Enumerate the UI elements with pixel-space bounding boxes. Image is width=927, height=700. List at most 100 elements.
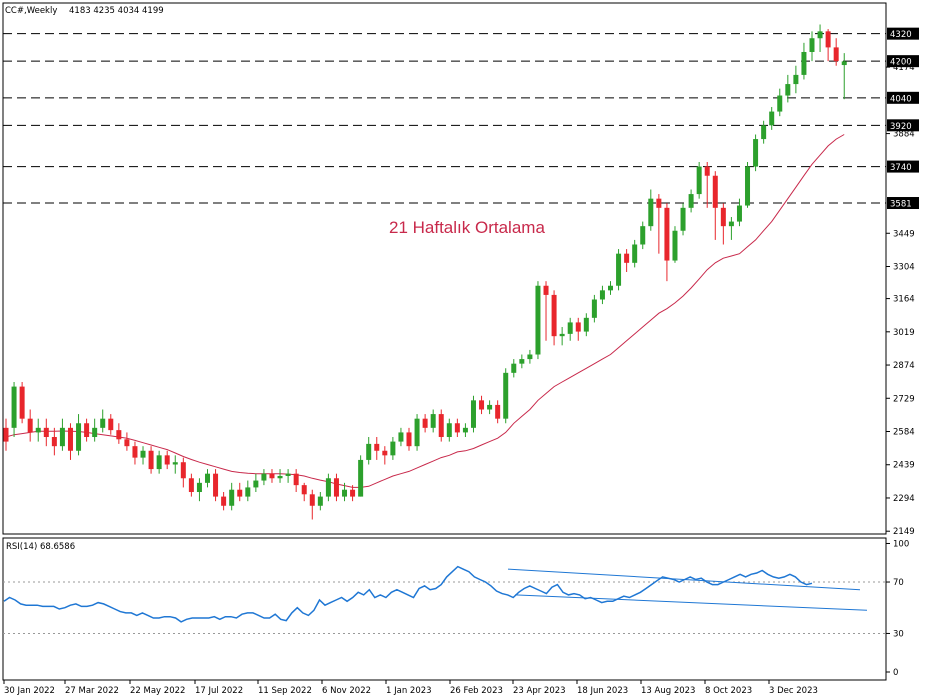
candle-body [140, 450, 146, 458]
price-tick-label: 3019 [893, 328, 915, 338]
candle-body [833, 47, 839, 62]
level-label-bg [887, 91, 919, 104]
price-panel-border [2, 2, 887, 535]
candle-body [656, 198, 662, 208]
candle-body [269, 473, 275, 479]
chart-frame [2, 2, 887, 681]
candle-body [640, 226, 646, 245]
candle-body [67, 427, 73, 451]
candle-body [229, 489, 235, 506]
candle-body [43, 427, 49, 438]
x-tick-label: 17 Jul 2022 [195, 686, 243, 696]
x-tick-label: 26 Feb 2023 [450, 686, 503, 696]
level-label: 3581 [890, 200, 912, 210]
price-tick-label: 2439 [893, 461, 915, 471]
candle-body [527, 354, 533, 360]
candle-body [438, 414, 444, 438]
candle-body [309, 494, 315, 506]
candle-body [188, 478, 194, 493]
level-label-bg [887, 197, 919, 210]
price-tick-label: 3164 [893, 295, 915, 305]
candle-body [511, 363, 517, 373]
level-label-bg [887, 160, 919, 173]
candle-body [825, 31, 831, 48]
annotation-ma-label: 21 Haftalık Ortalama [389, 218, 545, 237]
ma21-path [5, 134, 845, 488]
x-tick-label: 3 Dec 2023 [769, 686, 818, 696]
candle-body [696, 166, 702, 195]
candle-body [793, 74, 799, 85]
x-tick-label: 13 Aug 2023 [641, 686, 695, 696]
rsi-tick-label: 100 [893, 539, 909, 549]
rsi-label: RSI(14) 68.6586 [6, 542, 75, 552]
candle-body [535, 285, 541, 355]
x-tick-label: 8 Oct 2023 [705, 686, 752, 696]
candle-body [358, 459, 364, 497]
candle-body [11, 386, 17, 428]
price-tick-label: 3449 [893, 229, 915, 239]
candle-body [680, 207, 686, 231]
candle-body [454, 423, 460, 433]
candle-body [672, 230, 678, 261]
candle-body [487, 404, 493, 410]
candle-body [479, 400, 485, 410]
rsi-tick-label: 70 [893, 578, 904, 588]
rsi-panel: 100 70 30 0 [3, 539, 909, 678]
candle-body [205, 473, 210, 483]
candle-body [688, 194, 694, 208]
candle-body [551, 294, 557, 337]
candle-body [745, 166, 751, 206]
level-label: 4200 [890, 58, 912, 68]
candle-body [664, 207, 670, 261]
level-label-bg [887, 55, 919, 68]
candle-body [350, 489, 356, 497]
rsi-panel-border [2, 537, 887, 681]
candle-body [108, 418, 114, 431]
candle-body [253, 480, 259, 488]
candle-body [624, 253, 630, 263]
price-tick-label: 2729 [893, 394, 915, 404]
price-tick-label: 2294 [893, 494, 915, 504]
chart-header-symbol: CC#,Weekly [5, 6, 57, 16]
candle-body [213, 473, 219, 497]
ma21-line [5, 134, 845, 488]
candle-body [462, 427, 468, 433]
candle-body [398, 432, 404, 442]
candle-body [382, 450, 388, 456]
level-label: 4320 [890, 30, 912, 40]
candle-body [116, 430, 122, 440]
rsi-tick-label: 0 [893, 668, 898, 678]
candle-body [333, 478, 339, 497]
candle-body [221, 496, 227, 506]
candle-body [414, 418, 420, 447]
candle-body [632, 244, 638, 263]
candle-body [132, 446, 138, 458]
candle-body [559, 333, 565, 337]
candle-body [76, 423, 82, 451]
rsi-trendline-upper [507, 568, 861, 591]
candle-body [51, 437, 57, 447]
candle-body [422, 418, 428, 428]
rsi-trendline-lower [514, 594, 868, 611]
candle-body [100, 418, 106, 428]
candle-body [19, 386, 25, 419]
candle-body [446, 423, 452, 438]
candle-body [293, 473, 299, 486]
candle-body [277, 475, 283, 479]
candle-body [591, 299, 597, 318]
level-label-bg [887, 27, 919, 40]
price-tick-label: 2584 [893, 428, 915, 438]
candle-body [519, 359, 525, 364]
candle-body [301, 485, 307, 495]
candle-body [583, 317, 589, 332]
price-tick-label: 3304 [893, 262, 915, 272]
x-tick-label: 1 Jan 2023 [386, 686, 432, 696]
candle-body [196, 482, 202, 493]
candles [3, 24, 847, 520]
rsi-tick-label: 30 [893, 629, 904, 639]
chart-header-ohlc: 4183 4235 4034 4199 [69, 6, 164, 16]
x-tick-label: 27 Mar 2022 [65, 686, 119, 696]
candle-body [704, 166, 710, 176]
price-tick-label: 4174 [893, 63, 915, 73]
